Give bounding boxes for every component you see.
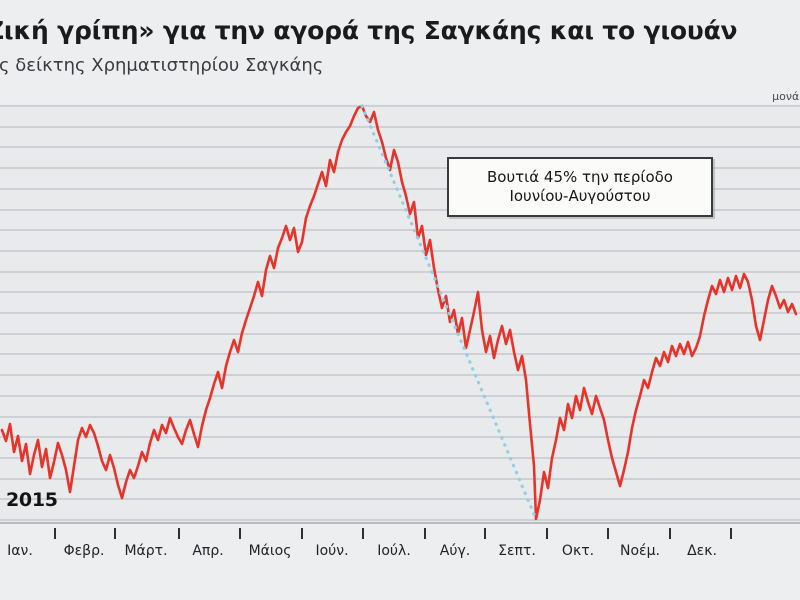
x-axis-label-0: Ιαν. <box>7 543 33 559</box>
page-subtitle: ος δείκτης Χρηματιστηρίου Σαγκάης <box>0 55 324 76</box>
axis-tick <box>301 528 303 539</box>
x-axis-label-8: Σεπτ. <box>498 543 536 559</box>
axis-rule <box>0 522 800 524</box>
x-axis-label-6: Ιούλ. <box>377 543 411 559</box>
annotation-line-1: Βουτιά 45% την περίοδο <box>487 167 673 186</box>
axis-tick <box>546 528 548 539</box>
header: Ζική γρίπη» για την αγορά της Σαγκάης κα… <box>0 0 800 103</box>
axis-tick <box>114 528 116 539</box>
axis-tick <box>54 528 56 539</box>
x-axis-label-11: Δεκ. <box>687 543 717 559</box>
x-axis-label-10: Νοέμ. <box>620 543 660 559</box>
x-axis-label-4: Μάιος <box>248 543 292 559</box>
x-axis-label-9: Οκτ. <box>561 543 595 559</box>
x-axis-label-1: Φεβρ. <box>63 543 105 559</box>
x-axis: Ιαν. Φεβρ. Μάρτ. Απρ. Μάιος Ιούν. Ιούλ. Αύγ. Σεπ… <box>0 522 800 600</box>
axis-tick <box>484 528 486 539</box>
page-title: Ζική γρίπη» για την αγορά της Σαγκάης κα… <box>0 16 738 45</box>
axis-tick <box>730 528 732 539</box>
x-axis-label-3: Απρ. <box>192 543 224 559</box>
chart-svg <box>0 104 800 521</box>
x-axis-label-5: Ιούν. <box>315 543 349 559</box>
axis-tick <box>239 528 241 539</box>
axis-tick <box>362 528 364 539</box>
axis-tick <box>178 528 180 539</box>
year-label: 2015 <box>6 489 58 511</box>
gridlines <box>0 105 800 521</box>
axis-tick <box>424 528 426 539</box>
axis-tick <box>607 528 609 539</box>
annotation-line-2: Ιουνίου-Αυγούστου <box>509 187 651 205</box>
y-axis-unit-label: μονάδ <box>772 90 800 103</box>
x-axis-label-7: Αύγ. <box>439 543 471 559</box>
series-line-shanghai-composite <box>0 104 798 521</box>
x-axis-label-2: Μάρτ. <box>124 543 168 559</box>
annotation-callout: Βουτιά 45% την περίοδο Ιουνίου-Αυγούστου <box>447 157 713 217</box>
trend-dotted-line <box>360 104 538 521</box>
axis-tick <box>669 528 671 539</box>
